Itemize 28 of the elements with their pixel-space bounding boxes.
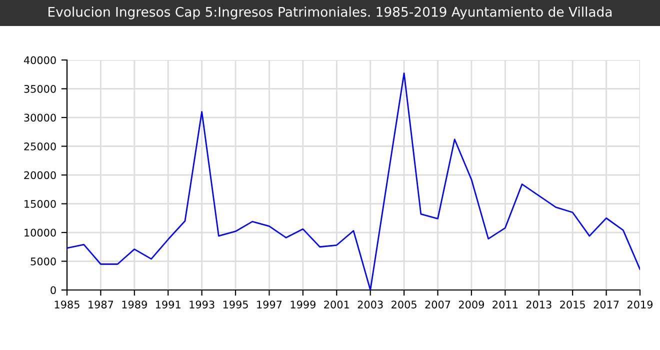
x-tick-label: 1989 — [122, 300, 147, 308]
x-tick-label: 2017 — [594, 300, 619, 308]
x-tick-label: 2011 — [492, 300, 518, 308]
y-tick-label: 15000 — [24, 200, 56, 208]
x-tick-label: 1997 — [257, 300, 282, 308]
y-tick-label: 5000 — [30, 257, 56, 266]
x-tick-label: 2003 — [358, 300, 383, 308]
y-tick-label: 25000 — [24, 142, 56, 150]
x-tick-label: 2009 — [458, 300, 484, 308]
y-tick-label: 30000 — [24, 114, 56, 122]
chart-title: Evolucion Ingresos Cap 5:Ingresos Patrimoniales. 1985-2019 Ayuntamiento de Villada — [48, 6, 612, 20]
x-tick-label: 1987 — [88, 300, 114, 308]
y-tick-label: 0 — [50, 286, 56, 294]
x-tick-label: 2007 — [425, 300, 450, 308]
x-tick-label: 1999 — [290, 300, 316, 308]
y-tick-label: 10000 — [24, 228, 56, 237]
x-tick-label: 1991 — [156, 300, 180, 308]
y-tick-label: 20000 — [24, 171, 56, 180]
x-tick-label: 2019 — [628, 300, 653, 308]
y-tick-label: 35000 — [24, 84, 56, 93]
x-tick-label: 1985 — [54, 300, 80, 308]
y-tick-label: 40000 — [24, 56, 56, 64]
x-tick-label: 1995 — [223, 300, 248, 308]
x-tick-label: 2005 — [392, 300, 416, 308]
x-tick-label: 2001 — [324, 300, 349, 308]
x-tick-label: 1993 — [190, 300, 214, 308]
x-tick-label: 2013 — [526, 300, 552, 308]
x-tick-label: 2015 — [560, 300, 585, 308]
